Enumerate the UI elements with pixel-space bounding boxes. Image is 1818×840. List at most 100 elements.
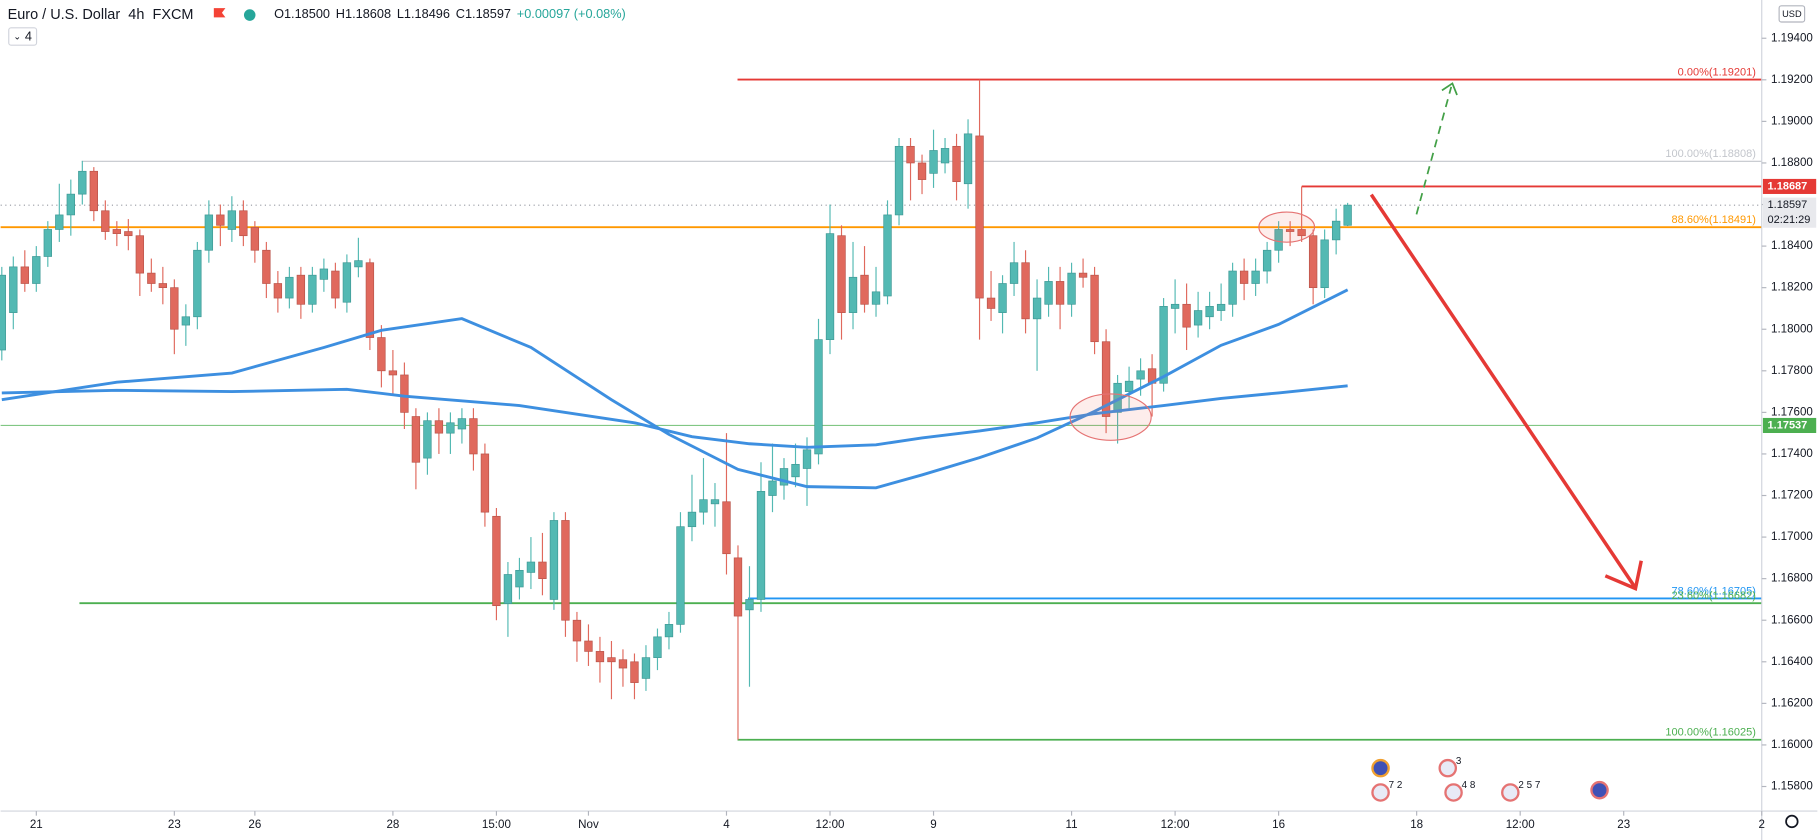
x-tick-label: 28 [386, 819, 399, 831]
candle-body [1285, 229, 1295, 232]
candle-body [710, 499, 720, 505]
candle-body [308, 274, 317, 305]
candle-body [1274, 229, 1283, 251]
ohlc-value: O1.18500 [274, 6, 330, 21]
candle-body [894, 145, 904, 216]
candle-body [1205, 306, 1214, 318]
level-badge-label: 1.17537 [1768, 419, 1808, 431]
candle-body [618, 659, 628, 669]
countdown: 02:21:29 [1768, 214, 1811, 226]
candle-body [1090, 274, 1099, 343]
candle-body [89, 170, 98, 212]
candle-body [170, 287, 179, 330]
candle-body [917, 162, 927, 180]
candle-body [1262, 249, 1272, 272]
symbol: Euro / U.S. Dollar 4h FXCM [8, 7, 194, 23]
candle-body [1067, 272, 1076, 305]
candle-body [9, 266, 18, 313]
candle-body [273, 283, 283, 299]
level-badge [1762, 178, 1817, 194]
y-tick-label: 1.18400 [1771, 240, 1813, 252]
candle-body [561, 520, 570, 621]
candle-body [848, 276, 858, 313]
y-tick-label: 1.19400 [1771, 32, 1813, 44]
currency: USD [1782, 9, 1802, 19]
candle-body [676, 526, 685, 625]
candle-body [354, 260, 363, 268]
y-tick-label: 1.17000 [1771, 531, 1813, 543]
candle-body [204, 214, 214, 251]
event-count: 3 [1456, 756, 1462, 767]
candle-body [112, 229, 122, 234]
candle-body [929, 150, 938, 174]
x-tick-label: 9 [930, 819, 936, 831]
arrow-head [1441, 82, 1458, 96]
level-label: 0.00%(1.19201) [1678, 67, 1756, 79]
ohlc-value: C1.18597 [456, 6, 511, 21]
last-price-label: 1.18597 [1768, 199, 1808, 211]
candle-body [825, 233, 835, 340]
x-tick-label: 4 [723, 819, 730, 831]
chevron: ⌄ [13, 32, 21, 42]
event-icon [1501, 783, 1520, 802]
candle-body [1182, 303, 1191, 328]
candle-body [1055, 281, 1065, 305]
moving-averages [1, 288, 1349, 490]
candle-body [1331, 220, 1341, 241]
candle-body [342, 262, 352, 303]
y-tick-label: 1.16800 [1771, 573, 1813, 585]
candle-body [595, 651, 605, 663]
candle-body [653, 636, 662, 658]
event-icon [1590, 780, 1609, 800]
x-tick-label: 18 [1410, 819, 1423, 831]
candle-body [733, 557, 743, 617]
candle-body [906, 145, 915, 164]
candle-body [457, 418, 467, 430]
price-badges: 1.18687 1.17537 1.18597 02:21:29 [1762, 178, 1817, 434]
event-icon [1438, 758, 1458, 778]
candle-body [503, 574, 513, 604]
level-badge-label: 1.18687 [1768, 180, 1808, 192]
level-label: 23.60%(1.16682) [1672, 590, 1756, 602]
candle-body [480, 453, 490, 513]
settings-icon[interactable] [1785, 814, 1799, 829]
candle-body [411, 416, 421, 463]
candle-body [124, 231, 133, 237]
candle-body [1170, 303, 1180, 309]
candle-body [1297, 229, 1306, 237]
events: 3 7 2 4 8 2 5 7 [1371, 756, 1609, 802]
candle-body [250, 227, 260, 251]
candle-body [664, 624, 674, 638]
candle-body [1239, 270, 1249, 284]
candle-body [963, 133, 973, 185]
candle-body [515, 569, 524, 588]
indicator-toggle[interactable] [8, 27, 38, 46]
candle-body [1159, 306, 1168, 384]
last-price-badge [1762, 197, 1817, 228]
candle-body [871, 291, 881, 305]
candle-body [1009, 262, 1019, 284]
y-tick-label: 1.17400 [1771, 448, 1813, 460]
candle-body [492, 515, 501, 607]
moving-average [1, 384, 1348, 449]
x-tick-label: 21 [30, 819, 43, 831]
y-tick-label: 1.17600 [1771, 406, 1813, 418]
candle-body [1228, 270, 1237, 305]
candle-body [687, 511, 697, 528]
ohlc-value: H1.18608 [336, 6, 391, 21]
currency-box[interactable] [1778, 5, 1806, 23]
ohlc-value: L1.18496 [397, 6, 450, 21]
y-tick-label: 1.16400 [1771, 656, 1813, 668]
candle-body [1124, 380, 1134, 392]
x-tick-label: 15:00 [482, 819, 511, 831]
candle-body [940, 148, 950, 164]
symbol-name: Euro / U.S. Dollar [8, 7, 121, 23]
event-icon [1444, 783, 1463, 802]
y-tick-label: 1.19000 [1771, 115, 1813, 127]
candle-body [319, 268, 329, 280]
x-tick-label: Nov [578, 819, 599, 831]
candle-body [446, 422, 455, 434]
levels: 0.00%(1.19201) 100.00%(1.18808) 88.60%(1.1… [0, 67, 1762, 741]
y-tick-label: 1.19200 [1771, 74, 1813, 86]
y-tick-label: 1.18200 [1771, 282, 1813, 294]
